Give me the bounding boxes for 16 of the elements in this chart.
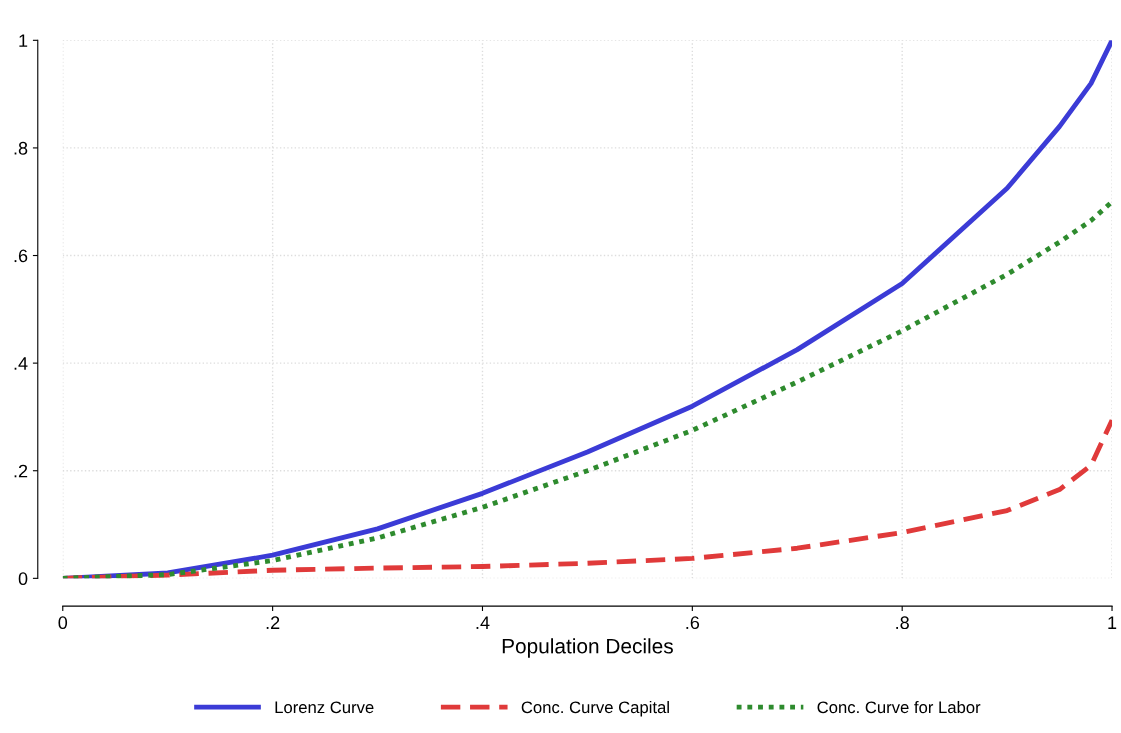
x-tick-label: 1 bbox=[1108, 616, 1117, 629]
x-axis-title: Population Deciles bbox=[502, 638, 673, 658]
y-tick-label: 1 bbox=[19, 34, 28, 47]
legend-label: Conc. Curve for Labor bbox=[817, 700, 981, 714]
x-tick-label: .8 bbox=[896, 616, 909, 630]
x-tick-label: .6 bbox=[686, 616, 700, 630]
x-tick-label: .4 bbox=[476, 616, 490, 629]
y-tick-label: .4 bbox=[14, 357, 28, 370]
legend-label: Conc. Curve Capital bbox=[521, 700, 669, 717]
legend-label: Lorenz Curve bbox=[275, 701, 374, 714]
y-tick-label: .6 bbox=[14, 249, 28, 263]
y-tick-label: 0 bbox=[18, 572, 28, 586]
x-tick-label: .2 bbox=[266, 616, 280, 629]
x-tick-label: 0 bbox=[58, 616, 68, 630]
y-tick-label: .8 bbox=[14, 141, 28, 155]
y-tick-label: .2 bbox=[14, 464, 28, 478]
